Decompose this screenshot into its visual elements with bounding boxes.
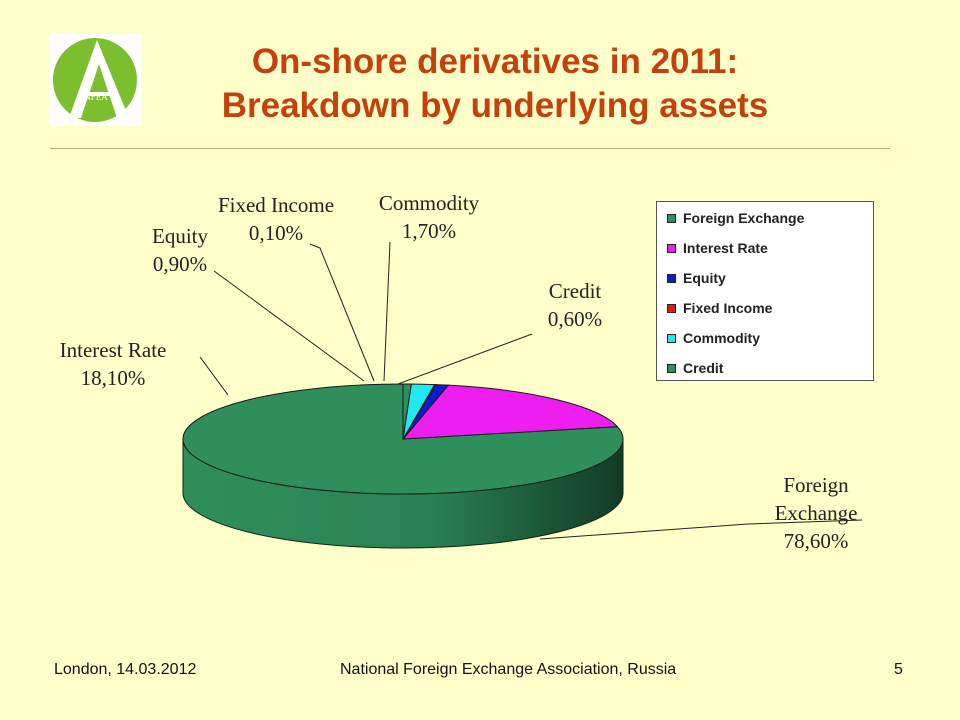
slice-label: 78,60% [784,529,849,553]
leader-line [539,519,863,540]
legend-item: Foreign Exchange [667,208,804,228]
legend-label: Interest Rate [683,240,768,256]
slice-label: 18,10% [81,366,146,390]
legend-item: Credit [667,358,723,378]
legend-item: Fixed Income [667,298,772,318]
leader-line [397,333,533,385]
leader-line [199,356,229,396]
legend-swatch [667,243,676,253]
legend-label: Foreign Exchange [683,210,805,226]
pie-slice-credit [402,383,412,440]
legend-swatch [667,303,676,313]
slice-label: 1,70% [402,219,456,243]
slice-label: Exchange [775,501,858,525]
title-line-1: On-shore derivatives in 2011: [251,42,739,81]
legend-swatch [667,363,676,373]
svg-text:NFEA: NFEA [84,92,108,102]
slice-label: Interest Rate [60,338,167,362]
chart-legend: Foreign Exchange Interest Rate Equity Fixed… [656,201,874,381]
legend-item: Interest Rate [667,238,768,258]
legend-swatch [667,213,676,223]
page-number: 5 [894,661,903,678]
pie-slice-interest-rate [401,384,619,440]
legend-label: Credit [683,360,724,376]
slice-label: Equity [152,224,208,248]
footer-location-date: London, 14.03.2012 [54,661,197,678]
legend-swatch [667,273,676,283]
slice-label: Foreign [783,473,849,497]
legend-label: Fixed Income [683,300,773,316]
legend-label: Equity [683,270,726,286]
pie-slice-foreign-exchange [182,383,624,495]
slice-label: 0,10% [249,221,303,245]
slice-label: 0,90% [153,252,207,276]
slice-label: 0,60% [548,307,602,331]
nfea-logo: NFEA [49,34,141,126]
slice-label: Commodity [379,191,480,215]
legend-label: Commodity [683,330,760,346]
leader-line [309,243,375,382]
legend-item: Equity [667,268,726,288]
slice-label: Credit [549,279,602,303]
slice-label: Fixed Income [218,193,334,217]
title-line-2: Breakdown by underlying assets [221,86,769,125]
legend-swatch [667,333,676,343]
footer-organization: National Foreign Exchange Association, R… [340,661,677,678]
leader-line [383,241,391,382]
title-divider [50,148,890,149]
leader-line [213,270,365,382]
slide-title: On-shore derivatives in 2011: Breakdown … [150,40,840,128]
legend-item: Commodity [667,328,760,348]
